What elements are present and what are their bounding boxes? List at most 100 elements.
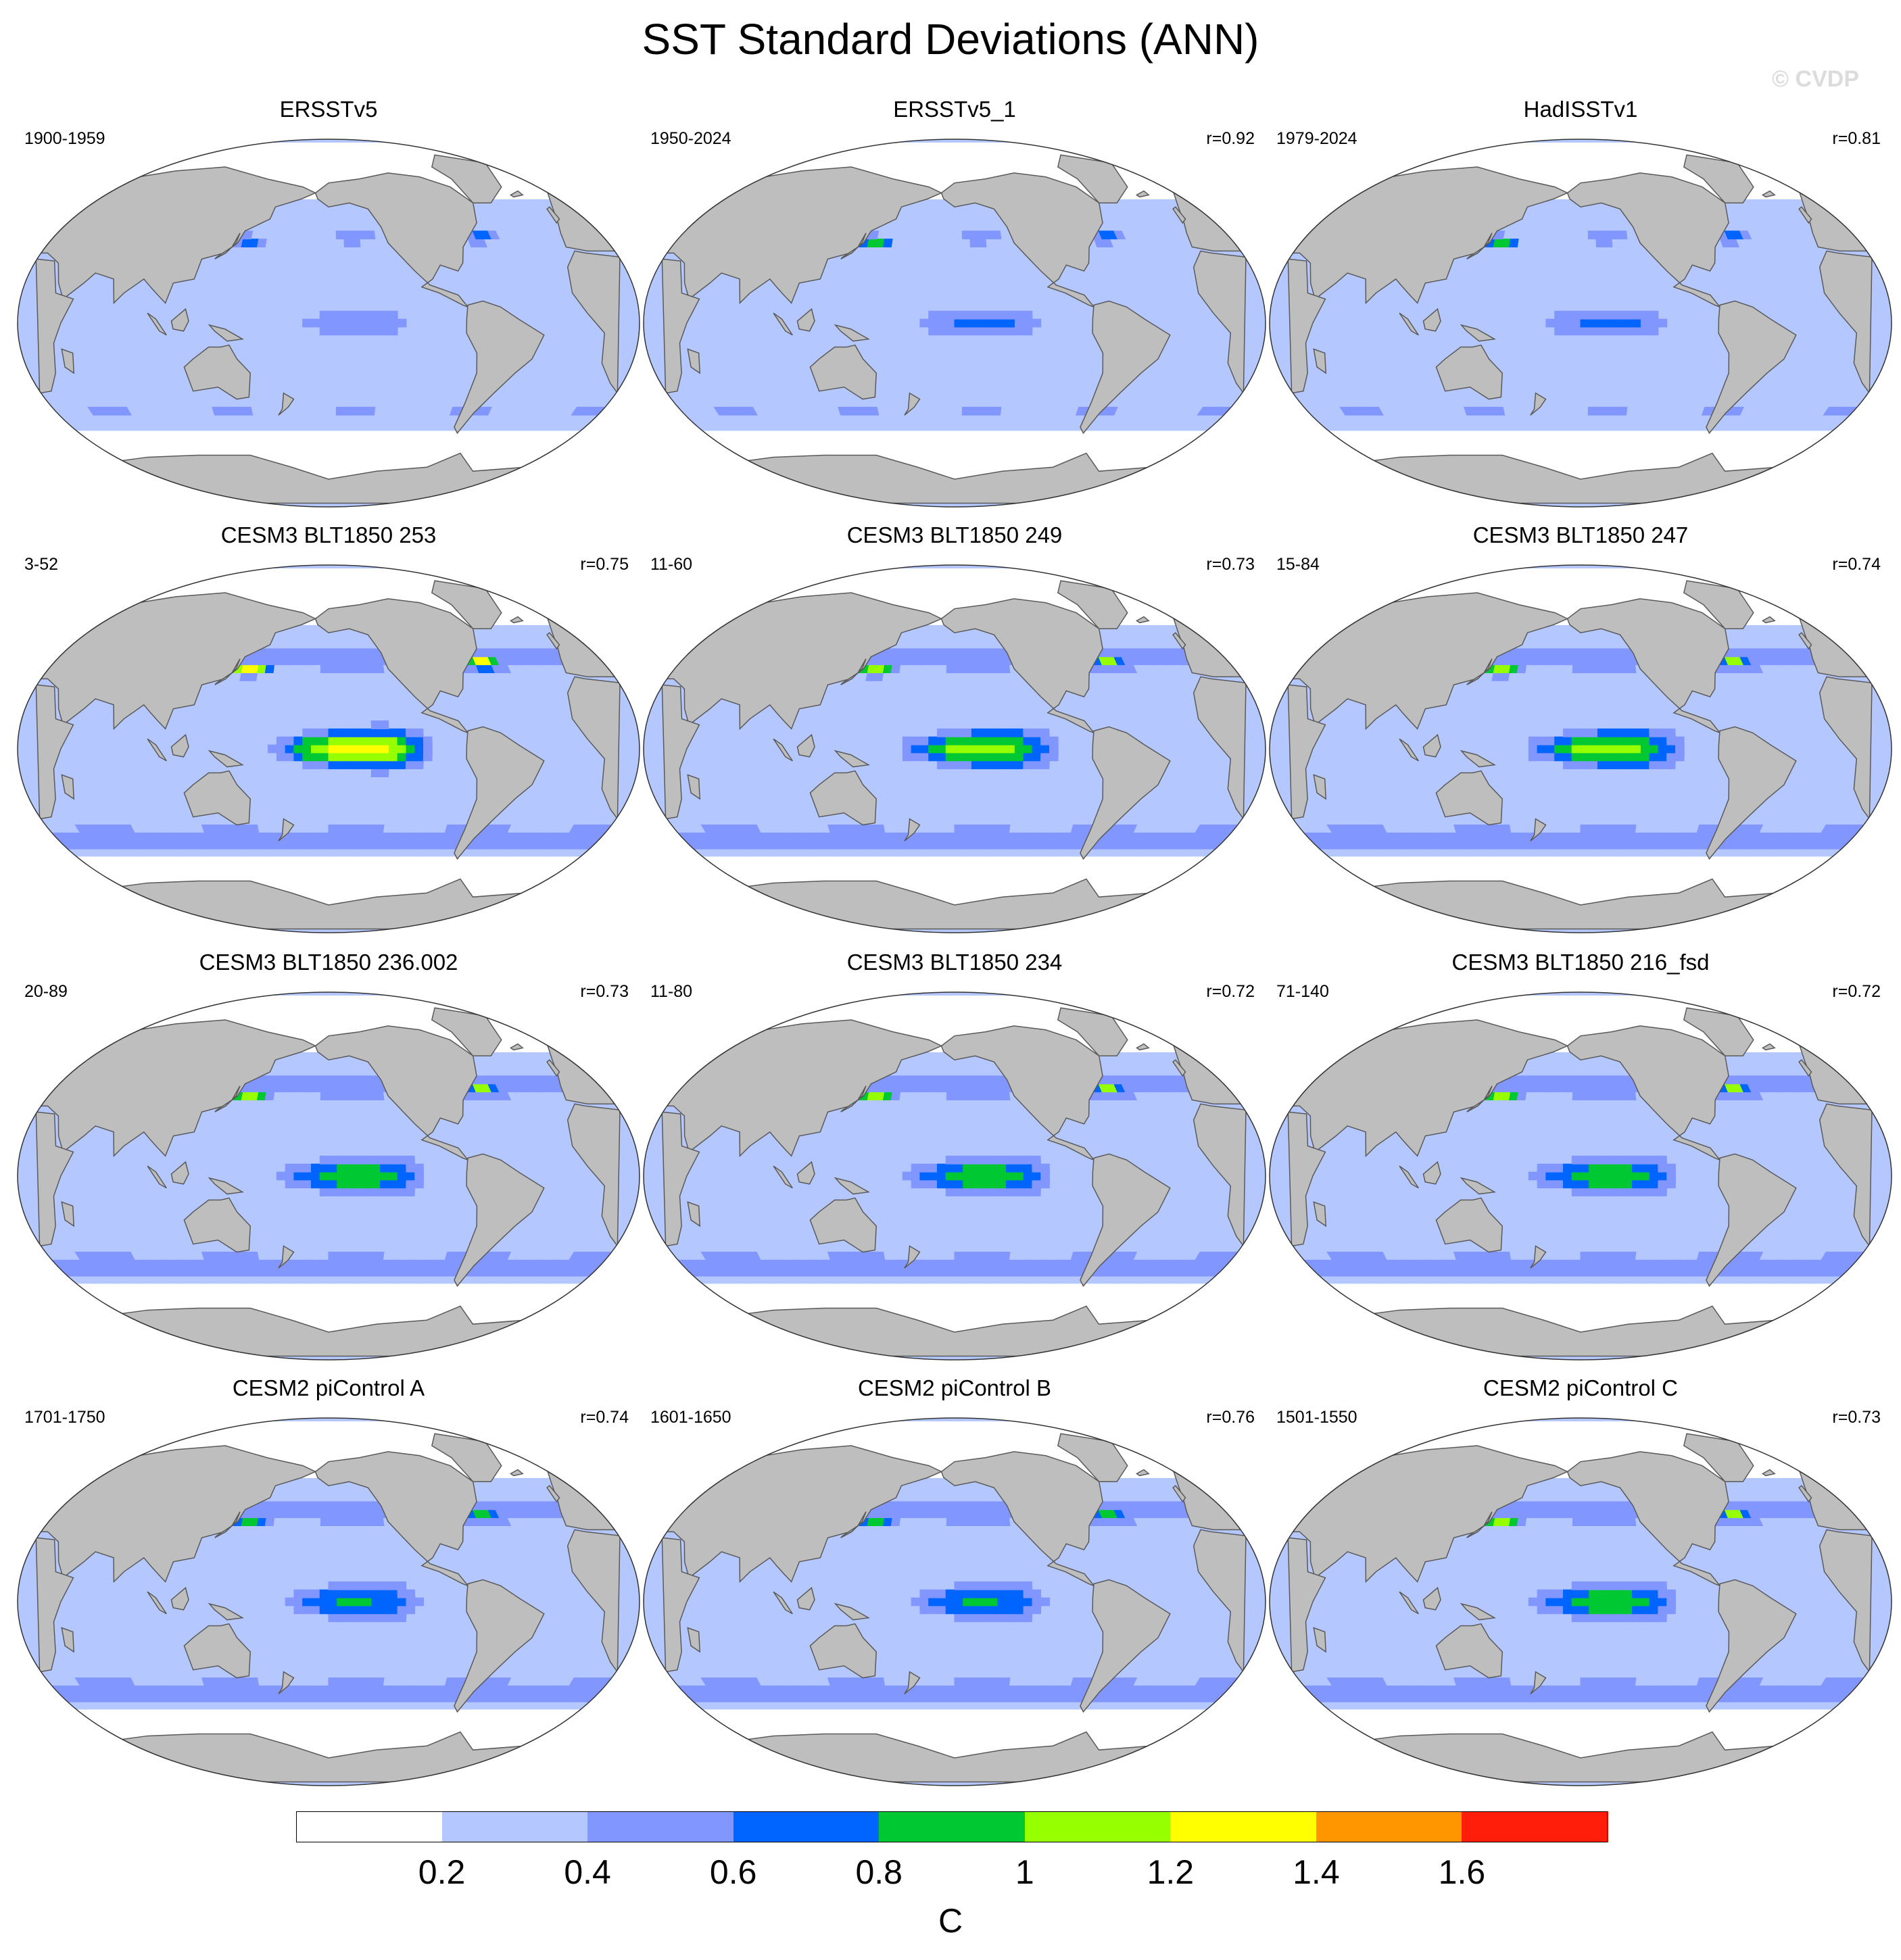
- sst-cell: [541, 880, 558, 889]
- sst-cell: [366, 656, 376, 666]
- sst-cell: [1154, 470, 1172, 480]
- sst-cell: [169, 487, 185, 496]
- land-madagascar: [687, 348, 701, 374]
- sst-cell: [276, 744, 286, 754]
- sst-cell: [775, 479, 792, 488]
- sst-cell: [769, 158, 787, 168]
- sst-cell: [992, 230, 1002, 240]
- sst-cell: [1421, 487, 1437, 496]
- sst-cell: [1569, 150, 1576, 160]
- sst-cell: [1631, 326, 1641, 336]
- sst-cell: [1561, 174, 1569, 184]
- sst-cell: [1420, 495, 1436, 504]
- sst-cell: [472, 487, 488, 496]
- sst-cell: [345, 326, 355, 336]
- sst-cell: [321, 454, 329, 464]
- sst-cell: [328, 439, 336, 448]
- sst-cell: [1546, 447, 1555, 456]
- sst-cell: [1138, 158, 1157, 168]
- sst-cell: [1113, 150, 1130, 160]
- sst-cell: [502, 479, 519, 488]
- sst-cell: [942, 158, 950, 168]
- sst-cell: [814, 495, 829, 504]
- sst-cell: [120, 904, 139, 914]
- sst-cell: [310, 752, 320, 762]
- land-africa: [35, 258, 74, 394]
- sst-cell: [1554, 454, 1562, 464]
- sst-cell: [737, 166, 755, 176]
- sst-cell: [992, 406, 1002, 416]
- sst-cell: [1631, 310, 1641, 320]
- sst-cell: [1696, 495, 1710, 504]
- sst-cell: [322, 174, 329, 184]
- sst-cell: [319, 760, 329, 770]
- sst-cell: [147, 912, 165, 922]
- sst-cell: [1601, 431, 1610, 440]
- sst-cell: [482, 912, 499, 922]
- sst-cell: [303, 462, 311, 472]
- sst-cell: [1508, 239, 1519, 247]
- sst-cell: [319, 318, 329, 328]
- sst-cell: [1775, 166, 1792, 176]
- sst-cell: [1394, 150, 1412, 160]
- sst-cell: [439, 495, 454, 504]
- sst-cell: [1580, 439, 1588, 448]
- sst-cell: [1597, 310, 1607, 320]
- sst-cell: [1094, 142, 1111, 151]
- sst-cell: [1580, 142, 1587, 151]
- sst-cell: [1075, 495, 1090, 504]
- sst-cell: [492, 487, 510, 496]
- sst-cell: [1585, 150, 1592, 160]
- sst-cell: [123, 166, 141, 176]
- sst-cell: [1696, 142, 1710, 151]
- sst-cell: [487, 495, 505, 504]
- sst-cell: [974, 439, 983, 448]
- sst-cell: [1554, 318, 1564, 328]
- sst-cell: [143, 479, 161, 488]
- sst-cell: [320, 840, 329, 850]
- sst-cell: [321, 439, 329, 448]
- sst-cell: [1080, 495, 1095, 504]
- sst-cell: [763, 150, 780, 160]
- sst-cell: [1393, 142, 1412, 151]
- sst-cell: [209, 142, 223, 151]
- sst-cell: [487, 487, 504, 496]
- sst-cell: [388, 310, 398, 320]
- land-new-guinea: [208, 324, 245, 342]
- sst-cell: [366, 832, 376, 841]
- sst-cell: [312, 150, 319, 160]
- sst-stddev-map: [17, 564, 640, 933]
- sst-cell: [379, 752, 389, 762]
- sst-stddev-map: [1269, 139, 1892, 508]
- sst-cell: [249, 825, 260, 833]
- sst-cell: [503, 487, 521, 496]
- sst-cell: [174, 912, 191, 922]
- sst-cell: [1084, 495, 1100, 504]
- sst-cell: [337, 760, 347, 770]
- sst-cell: [152, 142, 170, 151]
- sst-cell: [414, 760, 424, 770]
- sst-cell: [174, 150, 191, 160]
- sst-cell: [932, 431, 941, 440]
- sst-cell: [285, 744, 295, 754]
- sst-cell: [335, 230, 345, 240]
- sst-cell: [1173, 182, 1190, 192]
- sst-cell: [297, 648, 307, 658]
- sst-cell: [977, 239, 987, 247]
- sst-cell: [328, 825, 337, 833]
- sst-cell: [541, 454, 558, 464]
- sst-cell: [313, 648, 322, 658]
- sst-cell: [1094, 495, 1111, 504]
- sst-cell: [487, 912, 504, 922]
- sst-cell: [1144, 158, 1163, 168]
- sst-cell: [935, 174, 943, 184]
- sst-cell: [328, 462, 335, 472]
- sst-cell: [1571, 318, 1581, 328]
- sst-cell: [959, 166, 967, 176]
- land-north-america: [314, 172, 477, 308]
- sst-cell: [454, 142, 469, 151]
- sst-cell: [308, 873, 316, 881]
- sst-cell: [1603, 239, 1613, 247]
- sst-cell: [354, 752, 364, 762]
- sst-cell: [788, 495, 805, 504]
